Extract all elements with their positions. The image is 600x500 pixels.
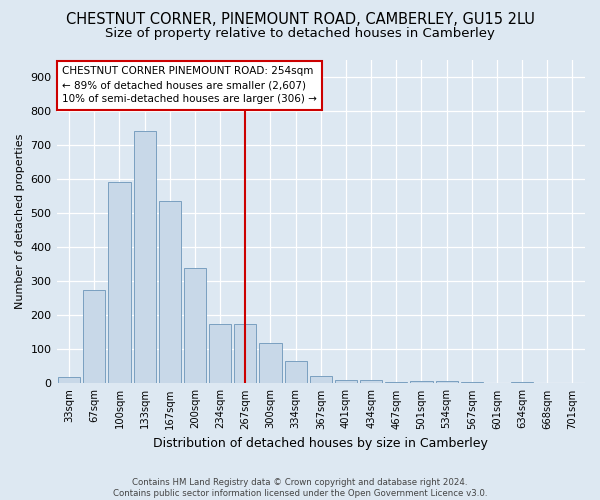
Text: CHESTNUT CORNER PINEMOUNT ROAD: 254sqm
← 89% of detached houses are smaller (2,6: CHESTNUT CORNER PINEMOUNT ROAD: 254sqm ←… xyxy=(62,66,317,104)
Bar xyxy=(58,378,80,384)
Bar xyxy=(184,268,206,384)
Bar xyxy=(410,380,433,384)
Text: Size of property relative to detached houses in Camberley: Size of property relative to detached ho… xyxy=(105,28,495,40)
Bar xyxy=(209,324,231,384)
Text: CHESTNUT CORNER, PINEMOUNT ROAD, CAMBERLEY, GU15 2LU: CHESTNUT CORNER, PINEMOUNT ROAD, CAMBERL… xyxy=(65,12,535,28)
Bar xyxy=(259,344,281,384)
Y-axis label: Number of detached properties: Number of detached properties xyxy=(15,134,25,310)
Bar xyxy=(335,380,357,384)
Bar xyxy=(461,382,483,384)
X-axis label: Distribution of detached houses by size in Camberley: Distribution of detached houses by size … xyxy=(154,437,488,450)
Bar xyxy=(310,376,332,384)
Bar xyxy=(385,382,407,384)
Bar xyxy=(511,382,533,384)
Bar xyxy=(134,131,155,384)
Bar xyxy=(234,324,256,384)
Bar xyxy=(109,182,131,384)
Bar xyxy=(83,290,106,384)
Bar xyxy=(159,202,181,384)
Bar xyxy=(360,380,382,384)
Text: Contains HM Land Registry data © Crown copyright and database right 2024.
Contai: Contains HM Land Registry data © Crown c… xyxy=(113,478,487,498)
Bar xyxy=(284,360,307,384)
Bar xyxy=(436,382,458,384)
